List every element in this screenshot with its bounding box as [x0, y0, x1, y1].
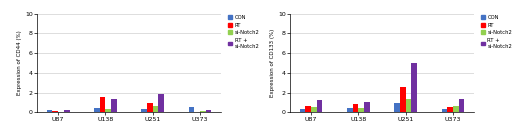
Bar — [100, 97, 105, 112]
Bar — [358, 108, 364, 112]
Bar — [111, 99, 117, 112]
Legend: CON, RT, si-Notch2, RT +
si-Notch2: CON, RT, si-Notch2, RT + si-Notch2 — [228, 14, 260, 49]
Bar — [53, 111, 58, 112]
Bar — [442, 109, 447, 112]
Bar — [447, 107, 453, 112]
Bar — [306, 106, 311, 112]
Legend: CON, RT, si-Notch2, RT +
si-Notch2: CON, RT, si-Notch2, RT + si-Notch2 — [481, 14, 513, 49]
Bar — [317, 99, 323, 112]
Bar — [159, 94, 164, 112]
Bar — [347, 108, 353, 112]
Y-axis label: Expression of CD44 (%): Expression of CD44 (%) — [17, 31, 22, 95]
Bar — [412, 63, 417, 112]
Bar — [453, 106, 458, 112]
Bar — [105, 109, 111, 112]
Bar — [200, 111, 206, 112]
Bar — [400, 87, 406, 112]
Bar — [94, 108, 100, 112]
Bar — [206, 110, 211, 112]
Bar — [141, 109, 147, 112]
Bar — [406, 99, 412, 112]
Bar — [47, 110, 53, 112]
Bar — [394, 103, 400, 112]
Bar — [353, 104, 358, 112]
Bar — [64, 110, 70, 112]
Bar — [458, 99, 464, 112]
Bar — [311, 107, 317, 112]
Bar — [189, 107, 194, 112]
Bar — [153, 106, 159, 112]
Bar — [147, 103, 153, 112]
Y-axis label: Expression of CD133 (%): Expression of CD133 (%) — [270, 29, 275, 97]
Bar — [300, 109, 306, 112]
Bar — [364, 102, 370, 112]
